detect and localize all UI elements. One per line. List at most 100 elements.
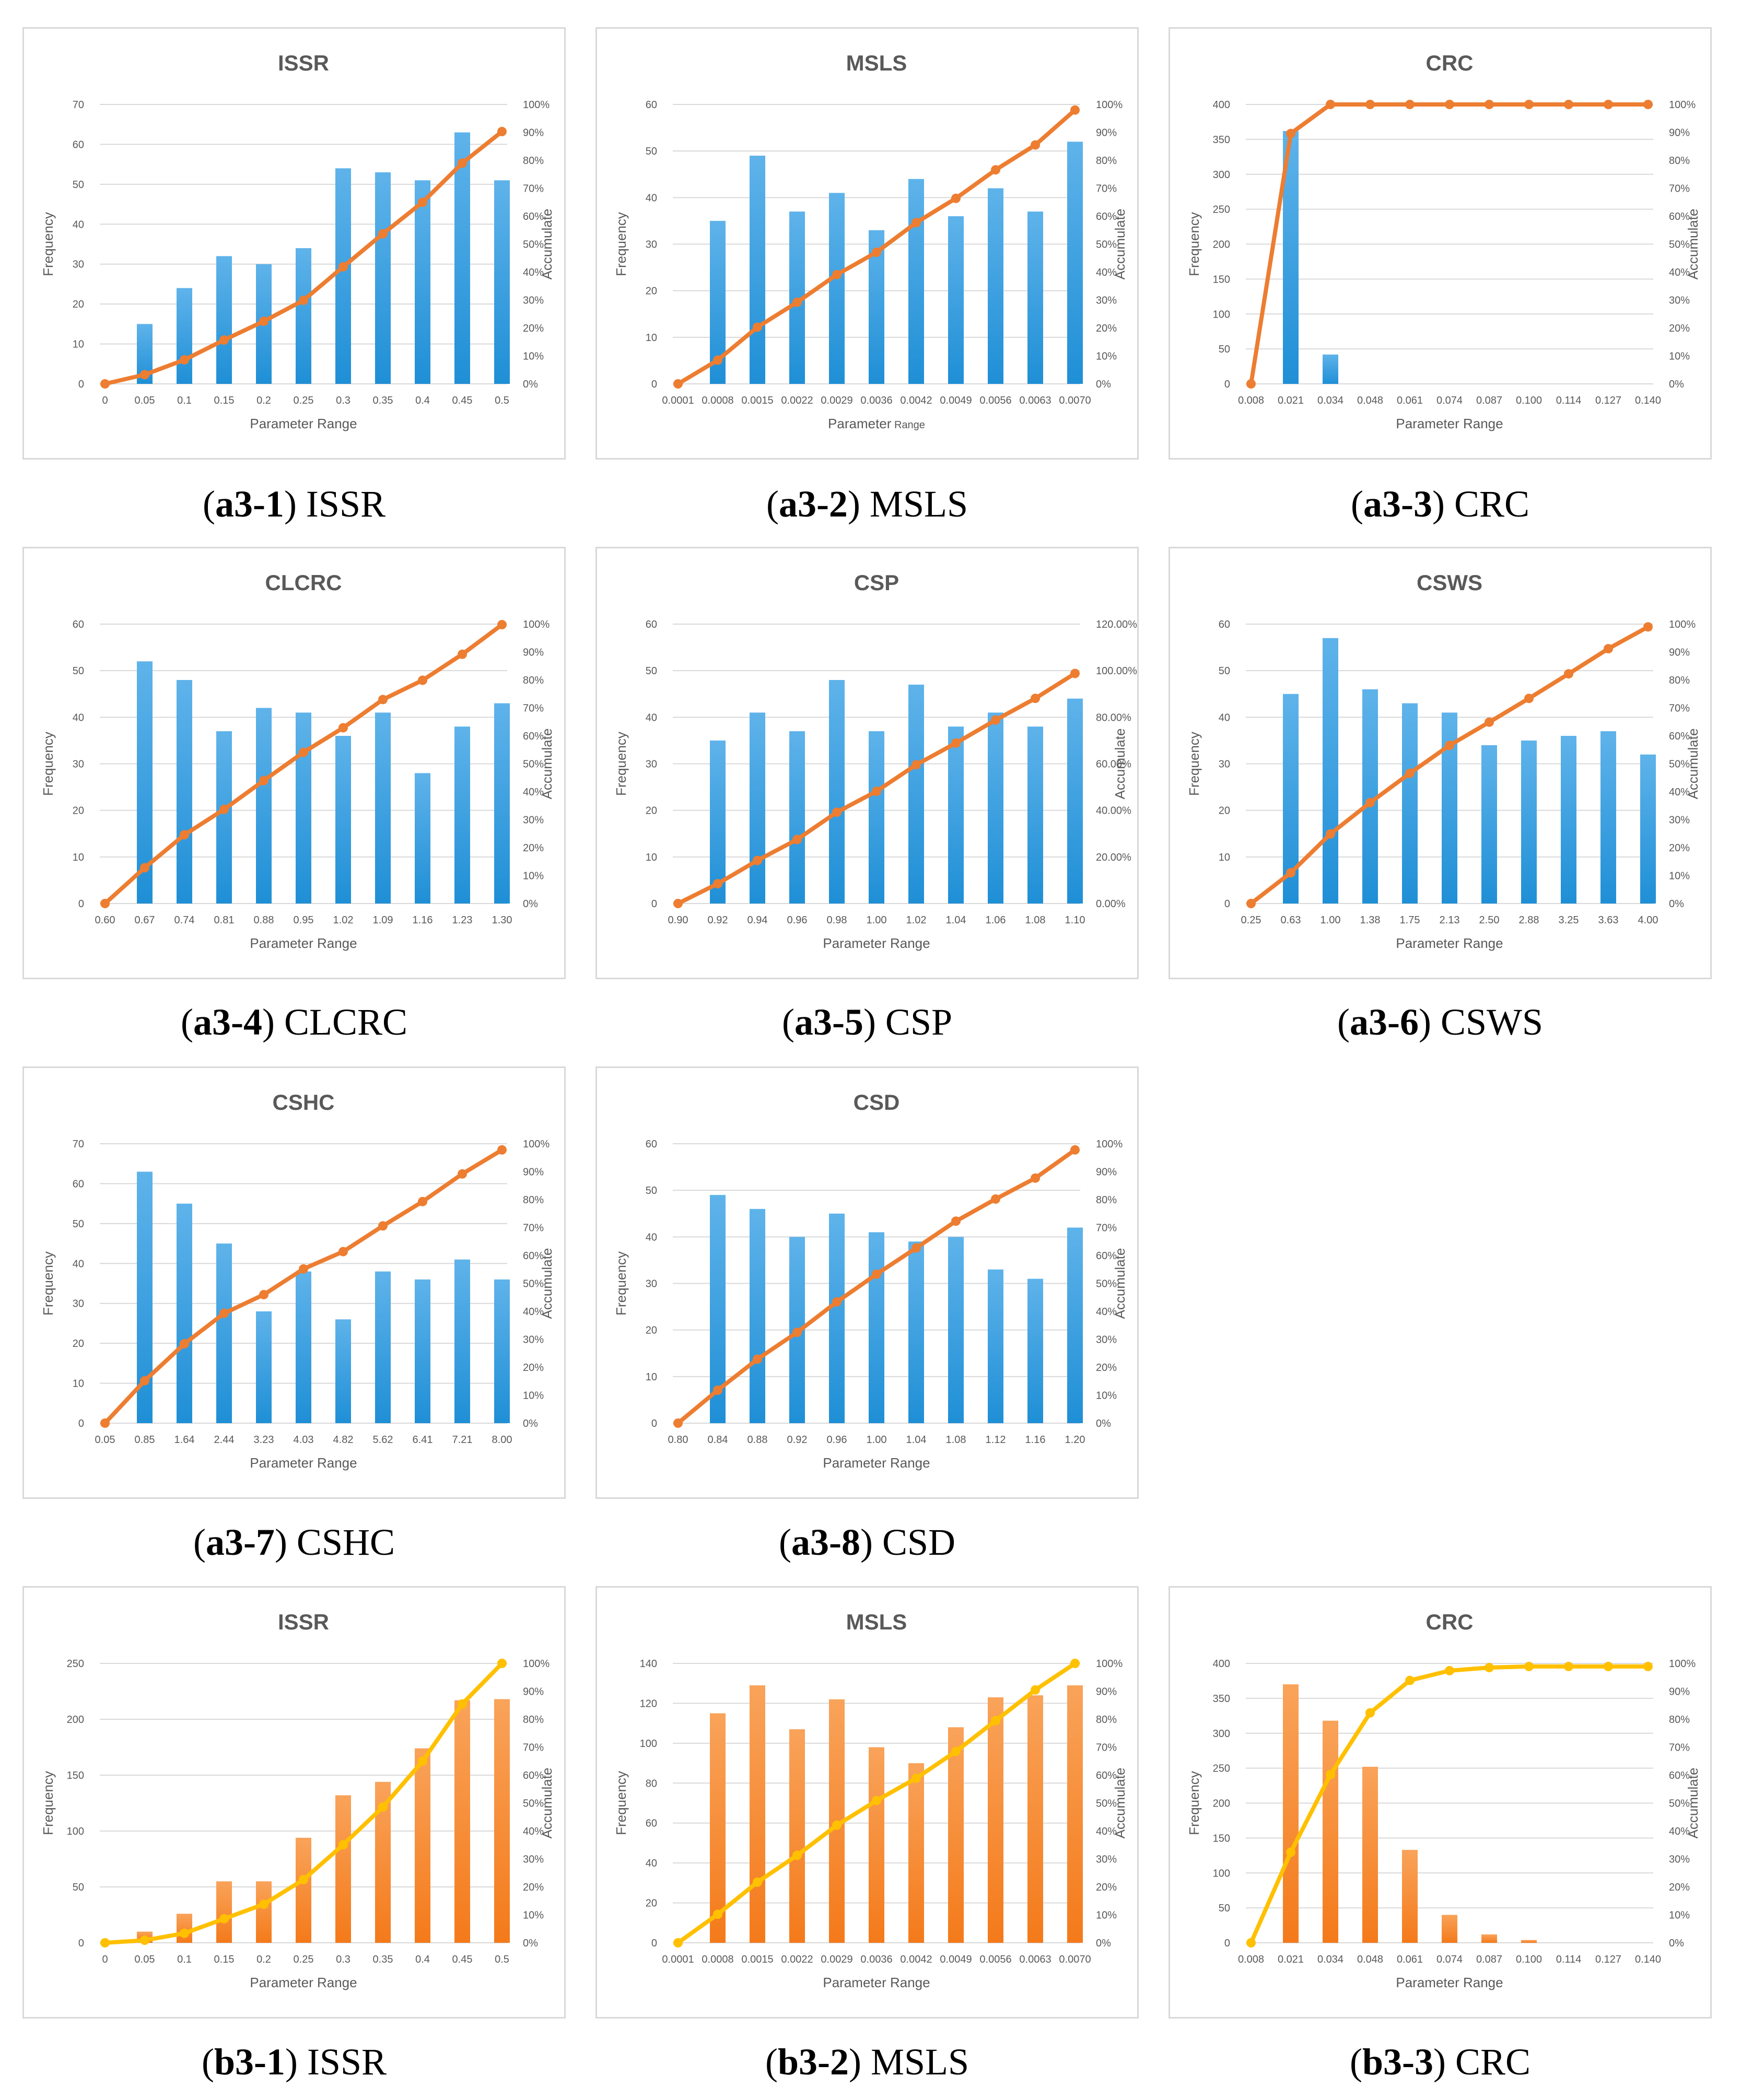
y2-tick-label: 80%	[523, 1194, 544, 1206]
bar	[1561, 736, 1576, 904]
x-axis-label: Parameter Range	[823, 1455, 930, 1471]
y2-tick-label: 60%	[523, 731, 544, 742]
y-tick-label: 100	[1213, 1868, 1230, 1879]
bar	[1323, 354, 1338, 384]
chart-svg: CRC 0 50 100 150 200 250 300 350 400 0% 10% 20% 30% 40…	[1186, 51, 1701, 431]
bar	[494, 180, 510, 384]
y-tick-label: 50	[1219, 344, 1230, 355]
y-tick-label: 20	[646, 805, 657, 817]
y2-tick-label: 100%	[523, 1139, 550, 1150]
y2-tick-label: 100%	[523, 1658, 550, 1670]
y2-tick-label: 30%	[523, 815, 544, 826]
chart-svg: MSLS 0 10 20 30 40 50 60 0% 10% 20% 30% 40% 50% 60% 70%…	[613, 51, 1128, 431]
x-tick-label: 0.034	[1317, 1954, 1343, 1965]
x-tick-label: 0.0056	[979, 395, 1011, 406]
bar	[1442, 1915, 1457, 1943]
line-point	[1365, 797, 1375, 807]
line-point	[1643, 1661, 1653, 1671]
chart-title: CSD	[854, 1090, 900, 1114]
line-point	[832, 1820, 842, 1830]
y-tick-label: 200	[67, 1714, 84, 1726]
chart-panel-b3-2: MSLS 0 20 40 60 80 100 120 140 0% 10% 20% 30% 40% 50% 6…	[595, 1586, 1139, 2019]
x-axis-label-small: Range	[891, 419, 925, 431]
y2-tick-label: 10%	[523, 1910, 544, 1921]
x-tick-label: 2.13	[1440, 914, 1460, 926]
x-tick-label: 0.4	[415, 395, 430, 406]
x-tick-label: 0.81	[214, 914, 235, 926]
y2-tick-label: 80%	[1669, 155, 1690, 167]
x-tick-label: 0.96	[787, 914, 808, 926]
y-tick-label: 50	[73, 179, 84, 191]
line-point	[832, 269, 842, 279]
x-tick-label: 2.88	[1519, 914, 1539, 926]
line-point	[219, 1914, 229, 1923]
y2-tick-label: 40%	[1096, 1826, 1117, 1837]
y-tick-label: 0	[1224, 898, 1230, 910]
x-tick-label: 0.0049	[940, 395, 972, 406]
x-tick-label: 0.1	[177, 1954, 192, 1965]
y2-tick-label: 0%	[523, 1418, 538, 1429]
x-tick-label: 0.074	[1436, 395, 1463, 406]
bar	[1067, 1685, 1083, 1943]
y-tick-label: 50	[73, 665, 84, 677]
y2-axis-label: Accumulate	[1685, 729, 1701, 800]
line-point	[259, 776, 268, 785]
line-point	[673, 1938, 683, 1948]
line-point	[140, 863, 149, 873]
y2-tick-label: 50%	[1096, 239, 1117, 251]
line-point	[338, 1247, 348, 1257]
bar	[908, 179, 924, 384]
y2-tick-label: 50%	[523, 1278, 544, 1290]
y-tick-label: 10	[1219, 852, 1230, 863]
x-tick-label: 0	[102, 1954, 108, 1965]
line-point	[991, 715, 1000, 725]
x-tick-label: 0.0022	[781, 1954, 813, 1965]
x-tick-label: 3.63	[1598, 914, 1619, 926]
line-point	[753, 1354, 762, 1364]
y2-tick-label: 60%	[523, 1770, 544, 1781]
bar	[710, 740, 726, 904]
bar	[415, 1748, 430, 1943]
x-tick-label: 1.00	[867, 914, 887, 926]
y2-tick-label: 40%	[523, 1826, 544, 1837]
y2-tick-label: 60%	[523, 211, 544, 222]
y2-axis-label: Accumulate	[539, 1768, 555, 1839]
y-tick-label: 0	[78, 1938, 84, 1949]
line-point	[497, 620, 507, 630]
y2-tick-label: 90%	[523, 1167, 544, 1178]
bar	[494, 703, 510, 904]
line-point	[872, 248, 881, 257]
bar	[948, 216, 964, 384]
y-axis-label: Frequency	[40, 1251, 56, 1316]
bar	[1027, 1695, 1043, 1943]
x-tick-label: 7.21	[452, 1434, 473, 1446]
bar	[216, 256, 232, 384]
line-point	[792, 1328, 802, 1338]
x-tick-label: 0.25	[294, 1954, 314, 1965]
y2-tick-label: 90%	[1669, 127, 1690, 139]
x-tick-label: 1.10	[1065, 914, 1085, 926]
y2-tick-label: 70%	[523, 183, 544, 195]
y-tick-label: 40	[646, 1858, 657, 1869]
x-tick-label: 0.008	[1238, 1954, 1264, 1965]
bar	[1521, 740, 1537, 904]
y2-tick-label: 80.00%	[1096, 712, 1131, 723]
x-tick-label: 0.5	[495, 1954, 509, 1965]
y-tick-label: 50	[73, 1218, 84, 1230]
x-tick-label: 0.45	[452, 1954, 473, 1965]
y-tick-label: 60	[646, 619, 657, 630]
line-point	[951, 1746, 961, 1756]
y-axis-label: Frequency	[1186, 212, 1202, 276]
y2-axis-label: Accumulate	[539, 1248, 555, 1319]
line-point	[1445, 100, 1454, 109]
x-tick-label: 0.3	[336, 1954, 350, 1965]
y2-tick-label: 0.00%	[1096, 898, 1126, 910]
x-tick-label: 3.25	[1559, 914, 1579, 926]
x-tick-label: 0.061	[1397, 1954, 1423, 1965]
x-axis-label: Parameter Range	[250, 1455, 357, 1471]
x-tick-label: 0.061	[1397, 395, 1423, 406]
x-tick-label: 0.048	[1357, 395, 1383, 406]
line-point	[872, 787, 881, 796]
y-tick-label: 100	[67, 1826, 84, 1837]
line-point	[458, 1699, 467, 1709]
